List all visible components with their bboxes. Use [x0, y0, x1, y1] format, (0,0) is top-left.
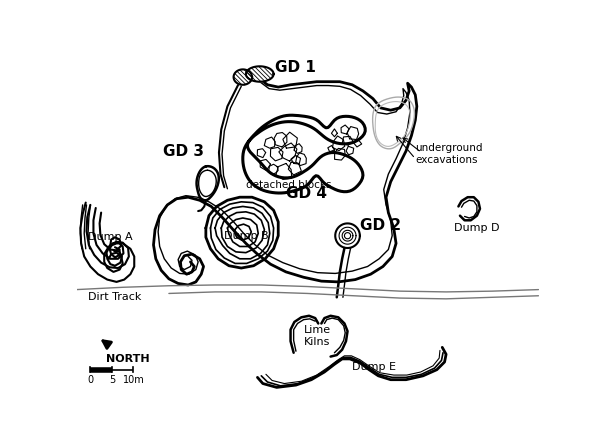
Polygon shape — [347, 127, 359, 139]
Polygon shape — [279, 143, 297, 161]
Polygon shape — [335, 149, 345, 160]
Polygon shape — [346, 146, 353, 155]
Text: NORTH: NORTH — [106, 354, 149, 364]
Polygon shape — [197, 166, 219, 200]
Text: Dump D: Dump D — [454, 223, 499, 233]
Polygon shape — [296, 153, 307, 166]
Polygon shape — [246, 66, 274, 82]
Polygon shape — [294, 144, 302, 153]
Polygon shape — [257, 149, 266, 158]
Polygon shape — [335, 223, 360, 248]
Text: Dirt Track: Dirt Track — [88, 292, 142, 302]
Polygon shape — [274, 132, 287, 147]
Polygon shape — [353, 139, 362, 147]
Text: 10m: 10m — [122, 375, 145, 385]
Text: Dump E: Dump E — [352, 361, 396, 371]
Polygon shape — [154, 74, 417, 285]
Polygon shape — [264, 137, 275, 148]
Polygon shape — [283, 132, 298, 148]
Text: underground
excavations: underground excavations — [415, 143, 483, 165]
Polygon shape — [243, 115, 365, 193]
Text: Dump A: Dump A — [88, 232, 133, 242]
Text: 0: 0 — [87, 375, 94, 385]
Text: GD 3: GD 3 — [163, 143, 204, 159]
Polygon shape — [260, 160, 271, 170]
Polygon shape — [206, 197, 278, 268]
Polygon shape — [269, 164, 278, 174]
Polygon shape — [288, 162, 301, 175]
Text: detached blocks: detached blocks — [246, 180, 331, 190]
Polygon shape — [332, 136, 345, 151]
Text: Dump B: Dump B — [224, 231, 269, 241]
Text: Lime
Kilns: Lime Kilns — [304, 325, 331, 347]
Polygon shape — [291, 155, 301, 164]
Polygon shape — [233, 69, 252, 85]
Text: 5: 5 — [109, 375, 115, 385]
Text: GD 4: GD 4 — [286, 186, 327, 201]
Text: GD 1: GD 1 — [275, 60, 316, 75]
Polygon shape — [271, 147, 283, 161]
Polygon shape — [328, 146, 335, 152]
Polygon shape — [276, 163, 292, 180]
Polygon shape — [341, 125, 349, 134]
Polygon shape — [331, 129, 337, 137]
Polygon shape — [342, 136, 353, 145]
Text: GD 2: GD 2 — [360, 218, 401, 233]
